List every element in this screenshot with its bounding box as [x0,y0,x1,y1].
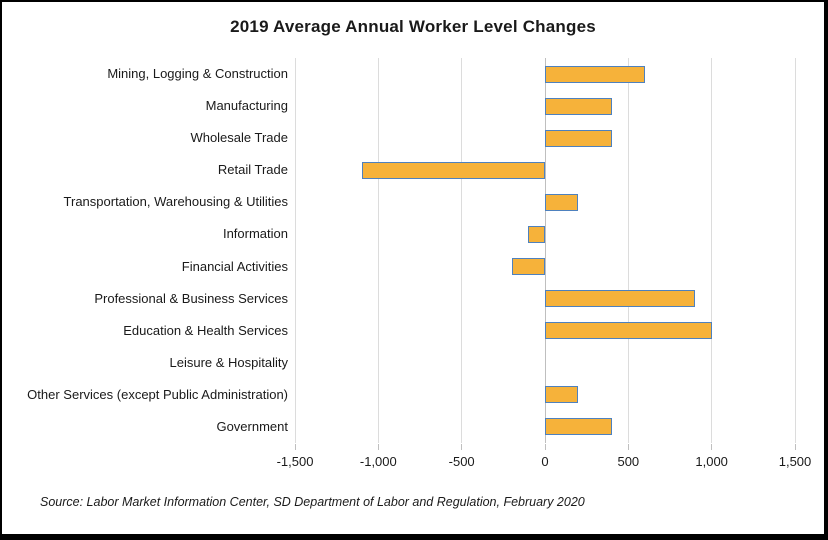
x-tick-label: -1,500 [276,454,314,469]
category-label: Leisure & Hospitality [169,354,289,370]
category-label: Education & Health Services [123,322,288,338]
gridline [627,58,629,443]
bar [528,225,545,243]
category-label: Transportation, Warehousing & Utilities [63,194,288,210]
gridline [377,58,379,443]
x-tick-label: 1,500 [778,454,812,469]
category-label: Manufacturing [205,98,288,114]
x-tick-label: 1,000 [695,454,728,469]
x-tick-mark [544,444,546,450]
x-tick-mark [461,444,463,450]
bar [545,129,612,147]
x-tick-mark [711,444,713,450]
x-tick-mark [627,444,629,450]
x-tick-mark [794,444,796,450]
bar [545,322,712,340]
category-label: Mining, Logging & Construction [107,66,288,82]
x-tick-label: 500 [617,454,640,469]
category-label: Retail Trade [217,162,288,178]
chart-title: 2019 Average Annual Worker Level Changes [230,17,596,36]
category-axis: Mining, Logging & Construction Manufactur… [2,58,288,443]
gridline [461,58,463,443]
bar [545,65,645,83]
gridline [794,58,796,443]
category-label: Other Services (except Public Administra… [27,386,288,402]
x-tick-label: 0 [541,454,549,469]
bar [545,418,612,436]
bar [545,290,695,308]
category-label: Wholesale Trade [190,130,288,146]
x-tick-mark [294,444,296,450]
bar [545,97,612,115]
bar [511,258,545,276]
x-tick-label: -1,000 [359,454,397,469]
bar [545,386,579,404]
gridline [711,58,713,443]
bar [545,193,579,211]
x-tick-mark [377,444,379,450]
category-label: Professional & Business Services [94,290,288,306]
gridline [294,58,296,443]
category-label: Government [216,418,288,434]
plot-area: -1,500 -1,000 -500 0 500 1,000 1,500 [277,58,811,469]
zero-axis-line [544,58,546,443]
category-label: Information [222,226,288,242]
category-label: Financial Activities [181,258,288,274]
x-tick-label: -500 [448,454,475,469]
bar [361,161,545,179]
source-note: Source: Labor Market Information Center,… [40,495,585,509]
